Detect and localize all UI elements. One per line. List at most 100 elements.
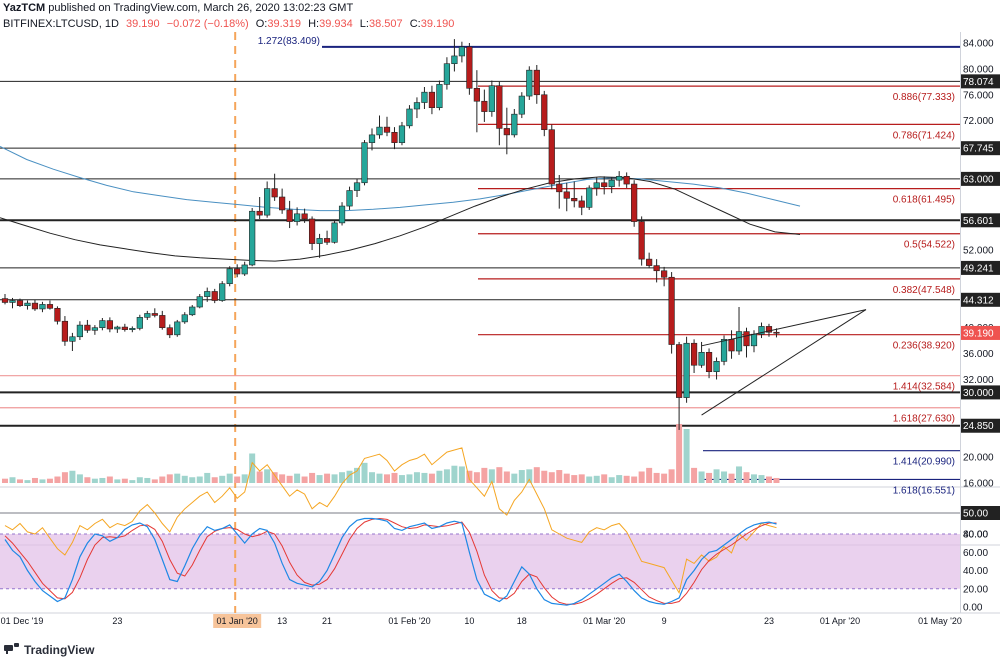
candle-body-41 [308,218,316,244]
candle-body-35 [264,188,271,216]
volume-bar-71 [533,467,540,483]
candle-body-102 [765,326,773,333]
xtick-label-1: 23 [112,616,122,626]
high-value: 39.934 [319,18,353,30]
candle-body-90 [675,344,683,398]
xtick-label-9: 9 [662,616,667,626]
stoch-d-polyline [4,517,777,605]
candles [1,39,780,430]
volume-bar-60 [451,465,458,483]
volume-bar-32 [241,474,248,483]
candle-body-95 [713,361,720,373]
xtick-label-11: 01 Apr '20 [820,616,860,626]
volume-bar-68 [511,473,518,483]
fib-label-4: 0.5(54.522) [904,240,955,251]
candle-body-14 [106,320,113,330]
price-label-8: 52.000 [963,246,994,257]
volume-bar-97 [728,473,735,483]
xtick-label-2: 01 Jan '20 [217,616,258,626]
candle-body-94 [705,351,713,373]
stoch-axis-label-0: 80.00 [963,530,988,541]
candle-body-82 [616,175,623,181]
tradingview-logo[interactable]: TradingView [4,643,95,657]
volume-bar-90 [676,423,683,483]
volume-bar-33 [249,453,256,483]
volume-bar-58 [436,470,443,483]
xtick-label-5: 01 Feb '20 [388,616,430,626]
candle-body-7 [54,307,61,322]
volume-bar-50 [376,473,383,483]
price-label-9: 49.241 [963,263,994,274]
price-label-12: 39.190 [963,328,994,339]
candle-body-89 [668,276,675,345]
xtick-label-3: 13 [277,616,287,626]
candle-body-61 [458,46,465,57]
volume-bar-81 [608,477,615,483]
candle-body-86 [646,258,653,266]
volume-bar-20 [151,479,158,483]
candle-body-51 [383,126,391,133]
rsi-label-bg-0 [961,506,1000,520]
horizontal-levels [0,80,960,427]
triangle-pattern[interactable] [701,309,867,416]
volume-bar-59 [443,469,450,483]
fib-label-0: 1.272(83.409) [258,36,320,47]
candle-body-20 [151,313,158,316]
volume-bar-52 [391,472,398,483]
volume-bar-85 [638,471,645,483]
candle-body-73 [548,129,555,185]
volume-bar-65 [488,469,495,483]
candle-body-59 [443,63,451,85]
candle-body-42 [316,238,323,244]
candle-body-99 [743,331,750,347]
rsi-line [4,447,777,595]
volume-bar-42 [316,475,323,483]
volume-bar-39 [294,473,301,483]
xtick-label-7: 18 [517,616,527,626]
price-label-7: 56.601 [963,216,994,227]
xtick-bg-2 [213,614,262,628]
volume-bars [2,423,780,483]
price-label-17: 20.000 [963,453,994,464]
volume-bar-30 [226,473,233,483]
candle-body-84 [631,183,638,222]
candle-body-2 [16,300,24,307]
symbol-label[interactable]: BITFINEX:LTCUSD, 1D [3,18,119,30]
volume-bar-4 [31,477,38,483]
author-name[interactable]: YazTCM [3,2,45,14]
volume-bar-25 [189,477,196,483]
volume-bar-77 [578,474,585,483]
price-label-5: 67.745 [963,144,994,155]
published-text: published on TradingView.com, March 26, … [45,2,353,14]
price-label-bg-12 [961,325,1000,340]
low-value: 38.507 [369,18,403,30]
candle-body-3 [24,302,31,307]
volume-bar-13 [99,477,106,483]
triangle-lower-line [701,309,867,416]
xtick-label-0: 01 Dec '19 [1,616,44,626]
volume-bar-38 [286,475,293,483]
candle-body-34 [256,210,263,216]
volume-bar-49 [369,472,376,483]
candle-body-91 [683,342,690,398]
volume-bar-6 [46,478,53,483]
candle-body-81 [608,179,615,187]
fib-label-7: 1.414(32.584) [893,382,955,393]
volume-bar-89 [668,469,675,483]
volume-bar-26 [196,476,203,483]
volume-bar-40 [301,476,308,483]
volume-bar-61 [458,466,465,483]
volume-bar-70 [526,469,533,483]
xtick-label-10: 23 [764,616,774,626]
volume-bar-48 [361,462,368,483]
volume-bar-11 [84,477,91,483]
candle-body-8 [61,320,69,342]
time-axis-labels[interactable]: 01 Dec '19 23 01 Jan '20 13 21 01 Feb '20 10 18… [1,614,962,628]
price-axis-labels[interactable]: 84.000 80.000 78.074 76.000 72.000 67.745 63.0… [961,39,1000,614]
ma100-line [0,176,801,262]
fib-label-5: 0.382(47.548) [893,285,955,296]
candle-body-93 [698,351,705,366]
volume-bar-22 [166,474,173,483]
fib-label-8: 1.618(27.630) [893,414,955,425]
